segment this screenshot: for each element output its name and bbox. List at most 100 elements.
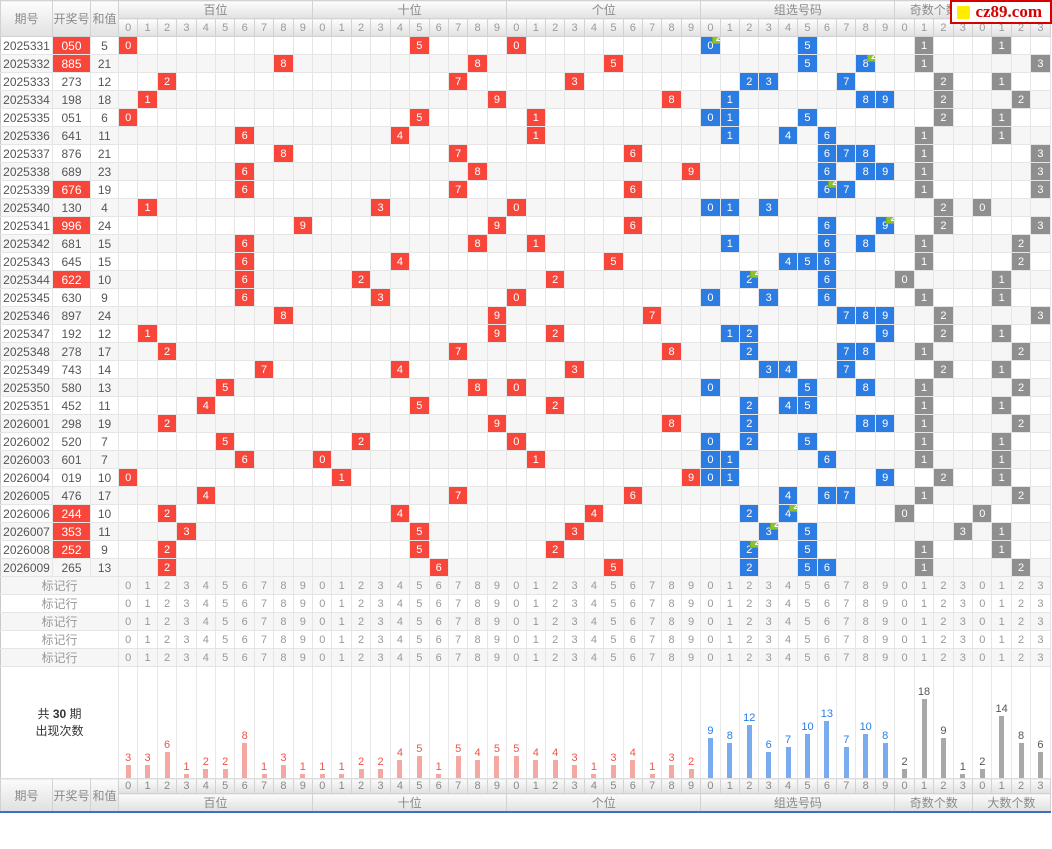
trend-cell bbox=[215, 522, 236, 541]
marker-digit: 6 bbox=[429, 648, 449, 667]
frequency-count: 1 bbox=[319, 760, 326, 773]
trend-cell bbox=[778, 234, 799, 253]
trend-cell bbox=[254, 198, 275, 217]
marker-digit: 9 bbox=[875, 576, 896, 595]
trend-cell-hit: 1 bbox=[914, 288, 935, 307]
trend-cell bbox=[1011, 162, 1032, 181]
marker-digit: 8 bbox=[273, 594, 294, 613]
trend-cell bbox=[875, 126, 896, 145]
marker-digit: 4 bbox=[196, 594, 217, 613]
trend-cell-hit: 1 bbox=[914, 558, 935, 577]
draw-number-cell: 580 bbox=[52, 378, 91, 397]
trend-cell bbox=[506, 270, 527, 289]
trend-cell bbox=[293, 54, 314, 73]
trend-cell bbox=[215, 180, 236, 199]
sum-cell: 9 bbox=[90, 288, 119, 307]
trend-cell bbox=[215, 468, 236, 487]
trend-cell bbox=[273, 216, 294, 235]
trend-cell bbox=[778, 414, 799, 433]
trend-cell bbox=[953, 90, 974, 109]
frequency-bar bbox=[921, 698, 927, 778]
trend-cell bbox=[312, 180, 333, 199]
trend-cell bbox=[176, 288, 197, 307]
trend-cell-hit: 1 bbox=[991, 72, 1012, 91]
trend-cell bbox=[933, 540, 954, 559]
marker-digit: 8 bbox=[467, 612, 488, 631]
frequency-bar bbox=[203, 769, 209, 778]
draw-number-cell: 244 bbox=[52, 504, 91, 523]
trend-cell bbox=[972, 90, 993, 109]
trend-cell bbox=[390, 342, 411, 361]
trend-cell bbox=[894, 36, 915, 55]
footer-digit: 7 bbox=[641, 778, 663, 794]
marker-digit: 3 bbox=[1030, 648, 1051, 667]
trend-cell-hit: 8 bbox=[855, 378, 876, 397]
trend-cell bbox=[487, 162, 508, 181]
frequency-stack: 1 bbox=[294, 668, 312, 778]
trend-cell bbox=[117, 324, 139, 343]
trend-cell bbox=[117, 126, 139, 145]
trend-cell-hit: 0 bbox=[117, 108, 139, 127]
trend-cell bbox=[196, 522, 217, 541]
trend-cell bbox=[700, 180, 721, 199]
trend-cell bbox=[739, 162, 760, 181]
trend-cell bbox=[215, 72, 236, 91]
trend-cell bbox=[467, 288, 488, 307]
frequency-count: 8 bbox=[1018, 729, 1025, 742]
trend-cell bbox=[331, 558, 352, 577]
trend-cell bbox=[623, 54, 644, 73]
trend-cell bbox=[234, 540, 255, 559]
trend-cell bbox=[176, 486, 197, 505]
repeat-badge: 2 bbox=[711, 36, 720, 44]
marker-digit: 6 bbox=[234, 576, 255, 595]
trend-cell bbox=[137, 306, 158, 325]
trend-cell bbox=[293, 342, 314, 361]
frequency-bar bbox=[610, 764, 616, 778]
marker-digit: 0 bbox=[506, 612, 527, 631]
trend-cell bbox=[196, 216, 217, 235]
trend-cell bbox=[700, 252, 721, 271]
trend-cell bbox=[855, 126, 876, 145]
trend-cell bbox=[623, 306, 644, 325]
trend-cell-hit: 2 bbox=[1011, 486, 1032, 505]
trend-cell bbox=[603, 504, 624, 523]
trend-cell bbox=[953, 36, 974, 55]
trend-cell-hit: 6 bbox=[234, 126, 255, 145]
trend-cell-hit: 5 bbox=[797, 252, 818, 271]
digit-header: 1 bbox=[137, 18, 158, 37]
trend-cell bbox=[545, 144, 566, 163]
trend-cell bbox=[603, 324, 624, 343]
table-row: 2026007 353 11 3 5 3 3 2 5 3 1 bbox=[0, 522, 1051, 541]
trend-cell bbox=[584, 342, 605, 361]
trend-cell bbox=[797, 198, 818, 217]
trend-cell bbox=[176, 342, 197, 361]
trend-cell bbox=[564, 342, 585, 361]
trend-cell bbox=[137, 72, 158, 91]
trend-cell bbox=[137, 360, 158, 379]
col-header-sum: 和值 bbox=[90, 0, 119, 37]
trend-cell bbox=[642, 540, 663, 559]
marker-digit: 4 bbox=[778, 594, 799, 613]
trend-cell bbox=[661, 252, 682, 271]
trend-cell bbox=[758, 432, 779, 451]
site-logo[interactable]: cz89.com bbox=[950, 0, 1052, 24]
marker-digit: 9 bbox=[681, 576, 702, 595]
trend-cell bbox=[117, 90, 139, 109]
marker-digit: 6 bbox=[817, 612, 838, 631]
frequency-stack: 5 bbox=[449, 668, 467, 778]
marker-digit: 5 bbox=[409, 612, 430, 631]
trend-cell bbox=[720, 432, 741, 451]
trend-cell bbox=[312, 108, 333, 127]
footer-label-row: 百位 十位 个位 组选号码 奇数个数 大数个数 bbox=[1, 793, 1051, 813]
trend-cell bbox=[331, 504, 352, 523]
trend-cell bbox=[797, 162, 818, 181]
marker-rows: 标记行 0 1 2 3 4 5 6 7 8 9 0 1 2 3 4 5 6 7 8 9 0 1 2 3 4 5 6 7 8 9 0 1 2 3 4 5 6… bbox=[0, 576, 1051, 667]
trend-cell bbox=[778, 468, 799, 487]
frequency-stack: 7 bbox=[837, 668, 855, 778]
trend-cell bbox=[972, 450, 993, 469]
trend-cell-hit: 4 bbox=[196, 486, 217, 505]
marker-digit: 2 bbox=[739, 594, 760, 613]
trend-cell bbox=[526, 360, 546, 379]
frequency-count: 13 bbox=[820, 707, 833, 720]
